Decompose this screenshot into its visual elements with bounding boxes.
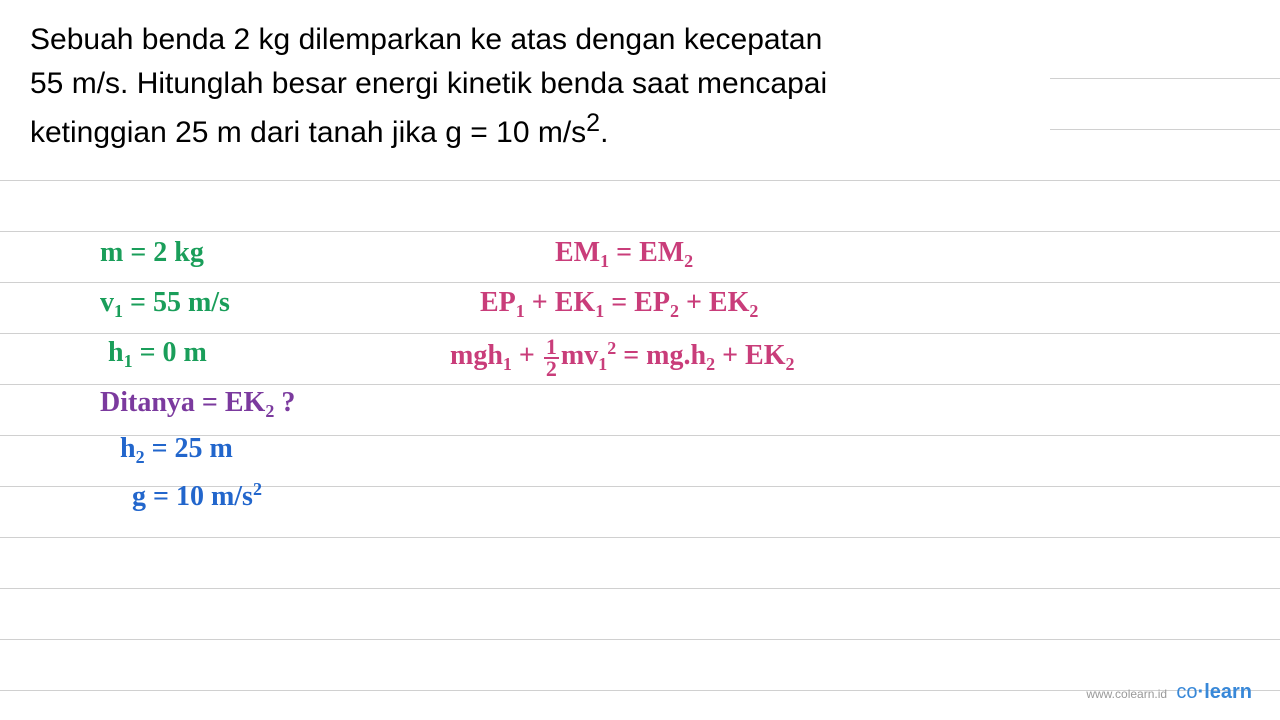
ep1-sub: 1 — [516, 301, 525, 321]
ek2-sub: 2 — [749, 301, 758, 321]
v1-val: = 55 m/s — [123, 287, 230, 318]
ep2-sub: 2 — [670, 301, 679, 321]
footer-brand: co·learn — [1176, 681, 1252, 703]
h2-sub: 2 — [136, 447, 145, 467]
h1-var: h — [108, 337, 124, 368]
rule-9 — [0, 588, 1280, 589]
half-fraction: 12 — [544, 337, 559, 379]
em2-sub: 2 — [684, 251, 693, 271]
h2-var: h — [120, 433, 136, 464]
mv: mv — [561, 340, 598, 371]
footer-url: www.colearn.id — [1086, 687, 1167, 701]
ditanya-sub: 2 — [265, 401, 274, 421]
eq-expanded: mgh1 + 12mv12 = mg.h2 + EK2 — [450, 337, 794, 379]
mv-sup: 2 — [607, 338, 616, 358]
given-mass: m = 2 kg — [100, 237, 204, 269]
v1-sub: 1 — [114, 301, 123, 321]
v1-var: v — [100, 287, 114, 318]
frac-den: 2 — [544, 359, 559, 379]
rule-short-1 — [1050, 78, 1280, 79]
ditanya-q: ? — [274, 387, 295, 418]
ep1: EP — [480, 287, 516, 318]
given-ditanya: Ditanya = EK2 ? — [100, 387, 295, 419]
mgh1-sub: 1 — [503, 354, 512, 374]
footer: www.colearn.id co·learn — [1086, 681, 1252, 704]
g-val: g = 10 m/s — [132, 481, 253, 512]
h1-val: = 0 m — [133, 337, 207, 368]
plus1: + — [512, 340, 542, 371]
eqrhs: = mg.h — [616, 340, 706, 371]
mgh2-sub: 2 — [706, 354, 715, 374]
em1: EM — [555, 237, 600, 268]
ek2r: + EK — [715, 340, 785, 371]
eq-epek: EP1 + EK1 = EP2 + EK2 — [480, 287, 758, 319]
ditanya-label: Ditanya = EK — [100, 387, 265, 418]
question-line1: Sebuah benda 2 kg dilemparkan ke atas de… — [30, 23, 822, 56]
rule-5 — [0, 384, 1280, 385]
ek2r-sub: 2 — [785, 354, 794, 374]
given-v1: v1 = 55 m/s — [100, 287, 230, 319]
rule-3 — [0, 282, 1280, 283]
em-eq: = EM — [609, 237, 684, 268]
em1-sub: 1 — [600, 251, 609, 271]
ek1: + EK — [525, 287, 595, 318]
mv-sub: 1 — [598, 354, 607, 374]
rule-short-2 — [1050, 129, 1280, 130]
h1-sub: 1 — [124, 351, 133, 371]
g-exp: 2 — [253, 479, 262, 499]
ek1-sub: 1 — [595, 301, 604, 321]
h2-val: = 25 m — [145, 433, 233, 464]
mass-value: m = 2 kg — [100, 237, 204, 268]
brand-learn: learn — [1204, 681, 1252, 703]
ep2: = EP — [604, 287, 670, 318]
mgh1: mgh — [450, 340, 503, 371]
brand-co: co — [1176, 681, 1197, 703]
rule-2 — [0, 231, 1280, 232]
given-h1: h1 = 0 m — [108, 337, 207, 369]
eq-em: EM1 = EM2 — [555, 237, 693, 269]
given-g: g = 10 m/s2 — [132, 481, 262, 513]
rule-10 — [0, 639, 1280, 640]
given-h2: h2 = 25 m — [120, 433, 233, 465]
rule-1 — [0, 180, 1280, 181]
ek2: + EK — [679, 287, 749, 318]
rule-4 — [0, 333, 1280, 334]
rule-8 — [0, 537, 1280, 538]
